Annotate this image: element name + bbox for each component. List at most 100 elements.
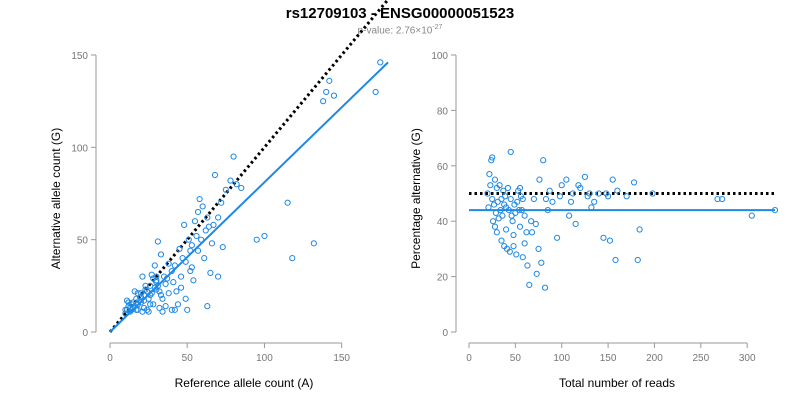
chart-title: rs12709103 - ENSG00000051523 [285, 5, 515, 22]
data-point [170, 279, 177, 286]
data-point [227, 177, 234, 184]
data-point [207, 269, 214, 277]
data-point [165, 260, 172, 267]
data-point [581, 173, 589, 180]
data-point [139, 273, 146, 280]
data-point [549, 198, 556, 205]
data-point [541, 284, 549, 291]
data-point [489, 195, 496, 203]
data-point [145, 308, 152, 315]
data-point [595, 190, 602, 197]
chart-subtitle: p-value: 2.76×10-27 [0, 24, 800, 36]
data-point [261, 232, 268, 240]
data-point [134, 290, 141, 297]
scatter-panel-percentage: 0 50 100 150 200 250 300 0 20 40 60 80 100 Total numb… [409, 51, 779, 390]
data-point [190, 277, 197, 284]
data-point [556, 193, 563, 200]
data-point [134, 301, 141, 308]
y-axis-title: Percentage alternative (G) [409, 128, 423, 269]
data-point [211, 171, 219, 179]
data-point [218, 199, 225, 206]
data-point [159, 295, 166, 302]
data-point [493, 229, 500, 236]
data-point [184, 306, 191, 313]
data-point [171, 306, 178, 313]
fit-line [109, 61, 389, 333]
data-point [532, 220, 539, 228]
data-point [188, 242, 195, 249]
data-point [521, 212, 528, 219]
data-point [498, 237, 505, 244]
data-point [215, 214, 222, 221]
data-point [326, 77, 333, 84]
data-point [323, 88, 330, 96]
data-point [131, 288, 138, 295]
p-value-text: p-value: 2.76×10 [357, 25, 433, 37]
data-point [566, 212, 573, 219]
data-point [510, 243, 517, 250]
data-point [507, 148, 514, 156]
data-point [486, 171, 493, 178]
data-point [202, 227, 209, 234]
data-point [137, 290, 144, 297]
data-point [542, 195, 550, 203]
data-point [142, 286, 149, 293]
data-point [128, 301, 135, 308]
y-tick-label: 100 [431, 51, 448, 62]
data-point [528, 218, 535, 225]
y-tick-label: 0 [82, 328, 88, 339]
data-point [526, 281, 533, 289]
data-point [484, 190, 491, 197]
data-point [182, 295, 189, 302]
data-point [535, 245, 542, 252]
data-point [148, 271, 155, 278]
data-point [604, 193, 612, 200]
data-point [504, 184, 512, 192]
data-point [153, 277, 160, 284]
data-point [204, 303, 211, 310]
data-point [199, 203, 206, 210]
data-point [558, 182, 565, 189]
data-point [519, 195, 526, 203]
data-point [253, 236, 260, 243]
data-point [377, 59, 384, 66]
x-tick-label: 200 [646, 353, 663, 364]
data-point [577, 184, 584, 192]
data-point [143, 306, 151, 313]
x-axis-title: Reference allele count (A) [175, 376, 314, 390]
data-point [510, 231, 517, 239]
x-tick-label: 0 [107, 353, 113, 364]
data-point [204, 214, 211, 221]
data-point [289, 255, 296, 262]
data-point [614, 187, 621, 194]
data-point [490, 218, 497, 225]
data-point [516, 223, 524, 230]
x-tick-label: 0 [466, 353, 472, 364]
data-point [372, 88, 379, 96]
data-point [649, 190, 656, 197]
data-point [125, 299, 132, 306]
data-point [623, 193, 630, 200]
data-point [600, 234, 607, 241]
x-tick-label: 300 [739, 353, 756, 364]
data-point [523, 229, 530, 236]
data-point [196, 195, 203, 203]
data-point [177, 284, 185, 291]
data-point [157, 251, 165, 258]
data-point [499, 212, 506, 219]
data-point [150, 301, 157, 308]
data-point [591, 198, 598, 205]
data-point [191, 218, 199, 225]
data-point [634, 256, 641, 264]
data-point [188, 264, 195, 271]
data-point [151, 262, 158, 269]
data-point [162, 303, 169, 310]
data-point [154, 238, 161, 245]
x-tick-label: 150 [333, 353, 350, 364]
x-tick-label: 100 [553, 353, 570, 364]
data-point [233, 181, 240, 188]
y-tick-label: 0 [442, 328, 448, 339]
data-point [168, 267, 175, 275]
data-point [536, 176, 543, 183]
data-point [489, 154, 496, 161]
